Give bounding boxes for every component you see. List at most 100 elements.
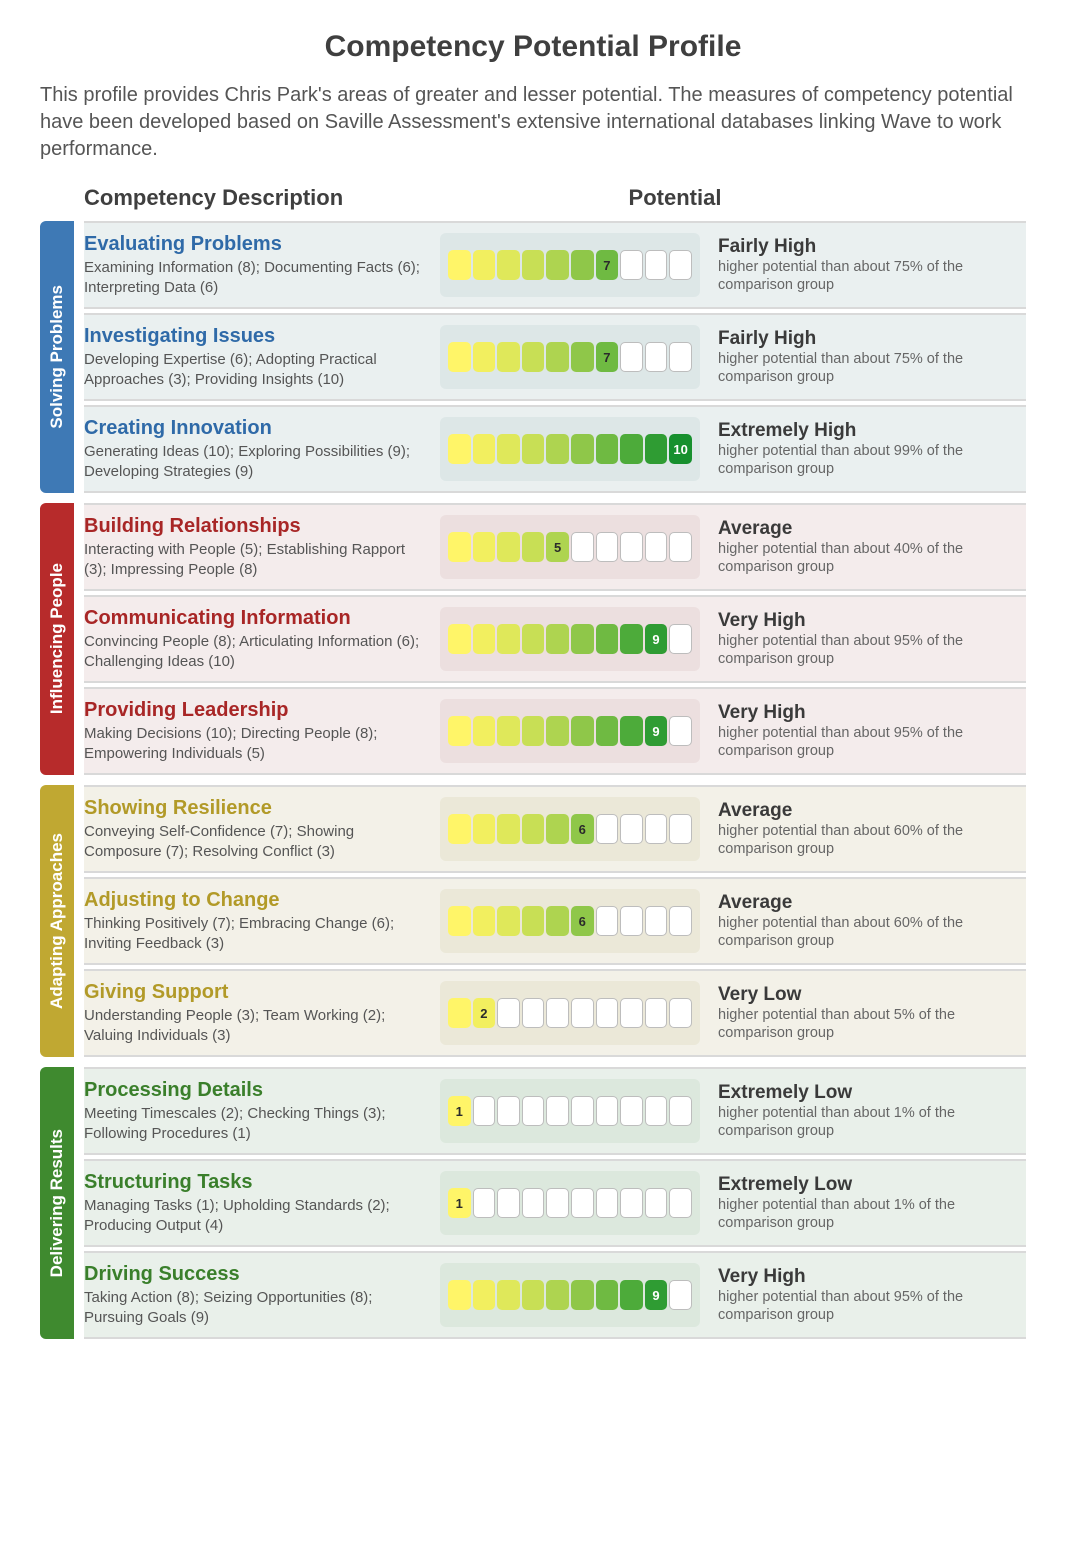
cluster-tab: Adapting Approaches [40,785,74,1057]
competency-row: Evaluating ProblemsExamining Information… [84,221,1026,309]
score-cell [620,716,643,746]
potential-column: Very Highhigher potential than about 95%… [700,699,1016,763]
potential-subtext: higher potential than about 95% of the c… [718,724,1016,760]
competency-title: Processing Details [84,1079,428,1102]
potential-label: Very High [718,610,1016,632]
competency-subtext: Thinking Positively (7); Embracing Chang… [84,914,428,953]
cluster-tab-label: Delivering Results [47,1129,67,1277]
score-cell [448,1280,471,1310]
score-cell [620,1280,643,1310]
score-cell [522,434,545,464]
score-bar-wrap: 6 [440,889,700,953]
score-cell [645,906,668,936]
competency-description: Providing LeadershipMaking Decisions (10… [84,699,440,763]
score-cell [571,1280,594,1310]
competency-subtext: Making Decisions (10); Directing People … [84,724,428,763]
score-cell [546,716,569,746]
score-cell [522,532,545,562]
competency-description: Creating InnovationGenerating Ideas (10)… [84,417,440,481]
score-cell [546,1188,569,1218]
score-bar: 5 [448,532,692,562]
score-cell [596,906,619,936]
score-cell [571,532,594,562]
potential-subtext: higher potential than about 95% of the c… [718,1288,1016,1324]
competency-title: Adjusting to Change [84,889,428,912]
competency-title: Communicating Information [84,607,428,630]
header-description: Competency Description [84,185,444,211]
score-cell [669,1280,692,1310]
score-cell [596,998,619,1028]
score-cell [497,250,520,280]
score-bar: 6 [448,906,692,936]
competency-description: Driving SuccessTaking Action (8); Seizin… [84,1263,440,1327]
score-cell [473,250,496,280]
score-cell [473,716,496,746]
competency-row: Communicating InformationConvincing Peop… [84,595,1026,683]
competency-subtext: Taking Action (8); Seizing Opportunities… [84,1288,428,1327]
competency-title: Creating Innovation [84,417,428,440]
potential-column: Extremely Lowhigher potential than about… [700,1171,1016,1235]
potential-subtext: higher potential than about 99% of the c… [718,442,1016,478]
score-bar: 1 [448,1188,692,1218]
competency-title: Evaluating Problems [84,233,428,256]
competency-subtext: Understanding People (3); Team Working (… [84,1006,428,1045]
potential-column: Fairly Highhigher potential than about 7… [700,233,1016,297]
score-bar: 1 [448,1096,692,1126]
score-cell [645,250,668,280]
score-cell: 6 [571,814,594,844]
competency-title: Driving Success [84,1263,428,1286]
score-cell [620,998,643,1028]
competency-row: Driving SuccessTaking Action (8); Seizin… [84,1251,1026,1339]
score-cell [497,342,520,372]
competency-description: Building RelationshipsInteracting with P… [84,515,440,579]
score-bar: 7 [448,250,692,280]
score-cell [645,1188,668,1218]
score-cell [497,532,520,562]
potential-label: Average [718,892,1016,914]
score-bar: 2 [448,998,692,1028]
competency-row: Providing LeadershipMaking Decisions (10… [84,687,1026,775]
score-cell [473,1280,496,1310]
score-cell [669,624,692,654]
score-cell [571,716,594,746]
score-cell [620,1188,643,1218]
potential-column: Averagehigher potential than about 40% o… [700,515,1016,579]
competency-title: Providing Leadership [84,699,428,722]
score-cell [571,250,594,280]
score-cell [596,532,619,562]
cluster: Solving ProblemsEvaluating ProblemsExami… [40,221,1026,493]
score-bar: 10 [448,434,692,464]
competency-subtext: Convincing People (8); Articulating Info… [84,632,428,671]
score-cell [522,1096,545,1126]
competency-description: Structuring TasksManaging Tasks (1); Uph… [84,1171,440,1235]
competency-title: Giving Support [84,981,428,1004]
score-cell [448,342,471,372]
score-cell: 9 [645,716,668,746]
potential-column: Very Lowhigher potential than about 5% o… [700,981,1016,1045]
cluster: Adapting Approaches Showing ResilienceCon… [40,785,1026,1057]
potential-label: Very High [718,702,1016,724]
score-cell [497,1188,520,1218]
score-bar: 9 [448,1280,692,1310]
potential-label: Very Low [718,984,1016,1006]
score-bar-wrap: 7 [440,233,700,297]
score-cell: 10 [669,434,692,464]
score-cell [669,814,692,844]
potential-column: Extremely Highhigher potential than abou… [700,417,1016,481]
score-bar-wrap: 10 [440,417,700,481]
score-cell [669,1188,692,1218]
potential-label: Fairly High [718,236,1016,258]
competency-title: Building Relationships [84,515,428,538]
competency-row: Showing ResilienceConveying Self-Confide… [84,785,1026,873]
score-cell [448,998,471,1028]
score-cell [473,342,496,372]
competency-subtext: Managing Tasks (1); Upholding Standards … [84,1196,428,1235]
score-bar-wrap: 1 [440,1171,700,1235]
potential-label: Extremely Low [718,1174,1016,1196]
competency-description: Investigating IssuesDeveloping Expertise… [84,325,440,389]
score-cell [669,532,692,562]
cluster: Delivering ResultsProcessing DetailsMeet… [40,1067,1026,1339]
score-bar-wrap: 2 [440,981,700,1045]
score-cell [497,1096,520,1126]
competency-description: Adjusting to ChangeThinking Positively (… [84,889,440,953]
